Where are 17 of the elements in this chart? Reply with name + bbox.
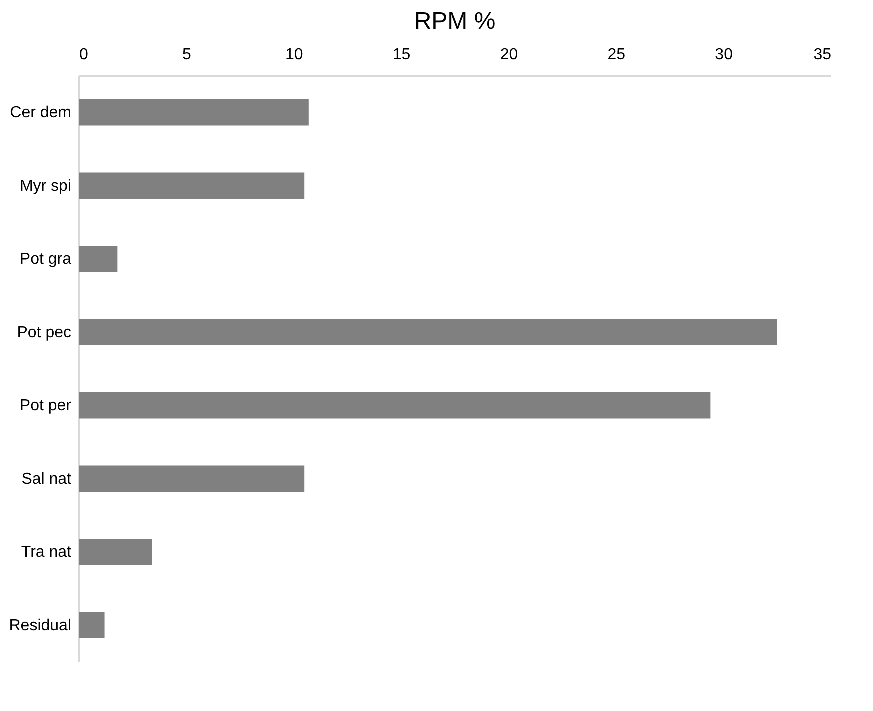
y-tick-label: Pot gra: [20, 251, 72, 268]
chart-title: RPM %: [414, 8, 496, 35]
y-tick-label: Residual: [9, 617, 72, 634]
x-tick-label: 5: [182, 46, 192, 64]
y-tick-label: Pot per: [20, 398, 72, 415]
x-tick-label: 30: [715, 46, 734, 64]
y-tick-label: Cer dem: [10, 104, 72, 122]
y-tick-label: Pot pec: [17, 324, 72, 342]
y-tick-label: Tra nat: [21, 544, 72, 562]
x-tick-label: 0: [80, 46, 88, 64]
x-tick-label: 25: [608, 46, 626, 64]
x-tick-label: 20: [500, 46, 518, 64]
y-tick-label: Sal nat: [22, 470, 72, 488]
y-tick-label: Myr spi: [20, 178, 72, 195]
x-tick-label: 10: [285, 46, 304, 64]
x-tick-label: 15: [392, 46, 411, 64]
x-tick-label: 35: [814, 46, 832, 64]
